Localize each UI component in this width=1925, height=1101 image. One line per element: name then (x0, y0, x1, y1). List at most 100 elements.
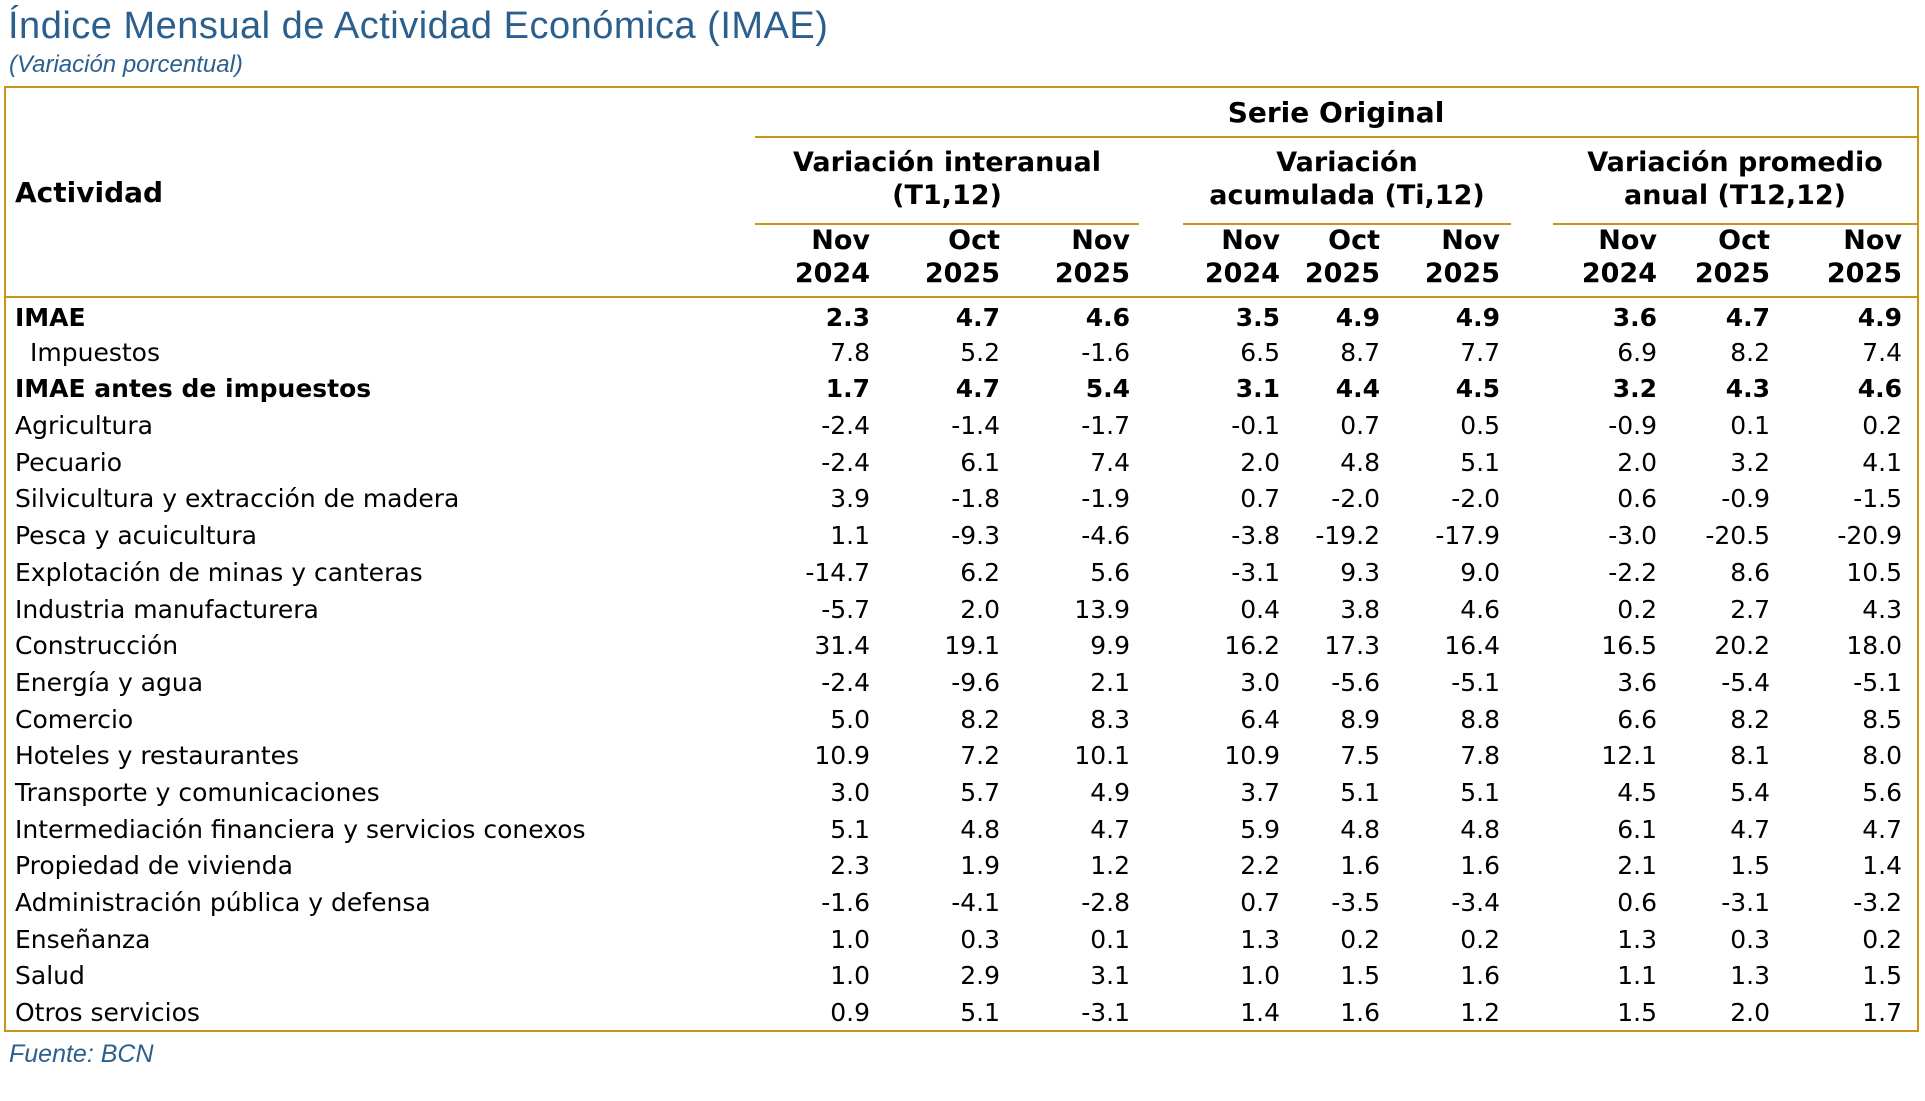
value-cell: 2.1 (1617, 851, 1657, 881)
page-subtitle: (Variación porcentual) (9, 50, 243, 78)
value-cell: 2.0 (1240, 447, 1280, 477)
value-cell: 8.7 (1340, 337, 1380, 367)
value-cell: 6.2 (960, 557, 1000, 587)
value-cell: 6.4 (1240, 704, 1280, 734)
value-cell: 6.1 (960, 447, 1000, 477)
value-cell: 7.5 (1340, 741, 1380, 771)
value-cell: -20.5 (1705, 521, 1770, 551)
value-cell: -9.3 (951, 521, 1000, 551)
activity-label: Energía y agua (15, 667, 204, 697)
period-header: Nov 2024 (1145, 225, 1295, 299)
value-cell: 3.1 (1235, 374, 1280, 404)
period-header: Oct 2025 (1295, 225, 1395, 299)
value-cell: 1.7 (825, 374, 870, 404)
value-cell: 2.1 (1090, 667, 1130, 697)
value-cell: 2.9 (960, 961, 1000, 991)
value-cell: 0.2 (1862, 924, 1903, 954)
table-row: IMAE 2.3 4.7 4.6 3.5 4.9 4.9 3.6 4.7 4.9 (5, 297, 1918, 334)
value-cell: 5.1 (1460, 447, 1500, 477)
value-cell: 5.1 (960, 997, 1000, 1027)
series-header-row: Actividad Serie Original (5, 87, 1919, 299)
value-cell: -1.6 (1081, 337, 1130, 367)
table-row: Hoteles y restaurantes 10.9 7.2 10.1 10.9 7.5… (5, 737, 1918, 774)
activity-label: Pesca y acuicultura (15, 521, 257, 551)
value-cell: 4.9 (1455, 302, 1500, 332)
value-cell: 2.0 (1617, 447, 1657, 477)
value-cell: -1.8 (951, 484, 1000, 514)
value-cell: 4.5 (1617, 777, 1657, 807)
value-cell: 2.2 (1240, 851, 1280, 881)
value-cell: 4.7 (1862, 814, 1903, 844)
value-cell: 4.6 (1460, 594, 1500, 624)
value-cell: 4.3 (1862, 594, 1903, 624)
value-cell: 0.1 (1090, 924, 1130, 954)
value-cell: 5.6 (1090, 557, 1130, 587)
value-cell: 7.7 (1460, 337, 1500, 367)
table-row: Transporte y comunicaciones 3.0 5.7 4.9 3.7 5… (5, 774, 1918, 811)
value-cell: 1.5 (1730, 851, 1770, 881)
value-cell: -20.9 (1837, 521, 1903, 551)
value-cell: -0.1 (1231, 411, 1280, 441)
table-body: IMAE 2.3 4.7 4.6 3.5 4.9 4.9 3.6 4.7 4.9 Impuestos… (5, 297, 1918, 1031)
value-cell: -4.6 (1081, 521, 1130, 551)
page-title: Índice Mensual de Actividad Económica (I… (8, 5, 829, 47)
value-cell: 4.3 (1725, 374, 1770, 404)
value-cell: 4.6 (1857, 374, 1903, 404)
value-cell: 0.1 (1730, 411, 1770, 441)
value-cell: 5.4 (1085, 374, 1130, 404)
table-row: Silvicultura y extracción de madera 3.9 -1… (5, 481, 1918, 518)
value-cell: 3.9 (830, 484, 870, 514)
activity-label: Intermediación financiera y servicios co… (15, 814, 586, 844)
value-cell: 0.6 (1617, 888, 1657, 918)
value-cell: 1.3 (1730, 961, 1770, 991)
value-cell: -3.1 (1081, 997, 1130, 1027)
value-cell: 3.1 (1090, 961, 1130, 991)
value-cell: -3.0 (1608, 521, 1657, 551)
value-cell: 4.7 (955, 374, 1000, 404)
group-header-acumulada: Variación acumulada (Ti,12) (1145, 137, 1515, 226)
value-cell: 5.9 (1240, 814, 1280, 844)
activity-label: Explotación de minas y canteras (15, 557, 423, 587)
value-cell: 2.0 (960, 594, 1000, 624)
value-cell: -9.6 (951, 667, 1000, 697)
value-cell: -2.4 (821, 667, 870, 697)
activity-label: Pecuario (15, 447, 122, 477)
value-cell: 20.2 (1714, 631, 1770, 661)
value-cell: 8.3 (1090, 704, 1130, 734)
value-cell: 8.8 (1460, 704, 1500, 734)
activity-label: Salud (15, 961, 85, 991)
value-cell: 0.9 (830, 997, 870, 1027)
value-cell: -5.6 (1331, 667, 1380, 697)
value-cell: 7.8 (1460, 741, 1500, 771)
value-cell: 1.5 (1340, 961, 1380, 991)
value-cell: 2.3 (825, 302, 870, 332)
value-cell: -4.1 (951, 888, 1000, 918)
value-cell: 1.0 (1240, 961, 1280, 991)
value-cell: 7.4 (1862, 337, 1903, 367)
value-cell: -17.9 (1435, 521, 1500, 551)
value-cell: 1.2 (1090, 851, 1130, 881)
imae-table: Actividad Serie Original Variación inter… (4, 86, 1920, 1032)
value-cell: -0.9 (1608, 411, 1657, 441)
table-row: Administración pública y defensa -1.6 -4.1… (5, 884, 1918, 921)
table-row: IMAE antes de impuestos 1.7 4.7 5.4 3.1 4.4 4.… (5, 371, 1918, 408)
value-cell: 3.6 (1617, 667, 1657, 697)
value-cell: -5.4 (1721, 667, 1770, 697)
value-cell: 1.6 (1340, 851, 1380, 881)
value-cell: 1.0 (830, 924, 870, 954)
activity-label: Propiedad de vivienda (15, 851, 293, 881)
table-row: Construcción 31.4 19.1 9.9 16.2 17.3 16.4 16.5 2… (5, 627, 1918, 664)
source-note: Fuente: BCN (9, 1039, 154, 1068)
period-header: Nov 2024 (1515, 225, 1672, 299)
group-label-line: Variación interanual (792, 147, 1101, 179)
value-cell: 5.1 (830, 814, 870, 844)
value-cell: -0.9 (1721, 484, 1770, 514)
value-cell: 4.8 (1340, 447, 1380, 477)
value-cell: 4.8 (1460, 814, 1500, 844)
value-cell: 3.2 (1612, 374, 1657, 404)
value-cell: 3.0 (830, 777, 870, 807)
value-cell: 5.7 (960, 777, 1000, 807)
group-header-interanual: Variación interanual (T1,12) (755, 137, 1145, 226)
value-cell: 19.1 (944, 631, 1000, 661)
value-cell: 17.3 (1324, 631, 1380, 661)
